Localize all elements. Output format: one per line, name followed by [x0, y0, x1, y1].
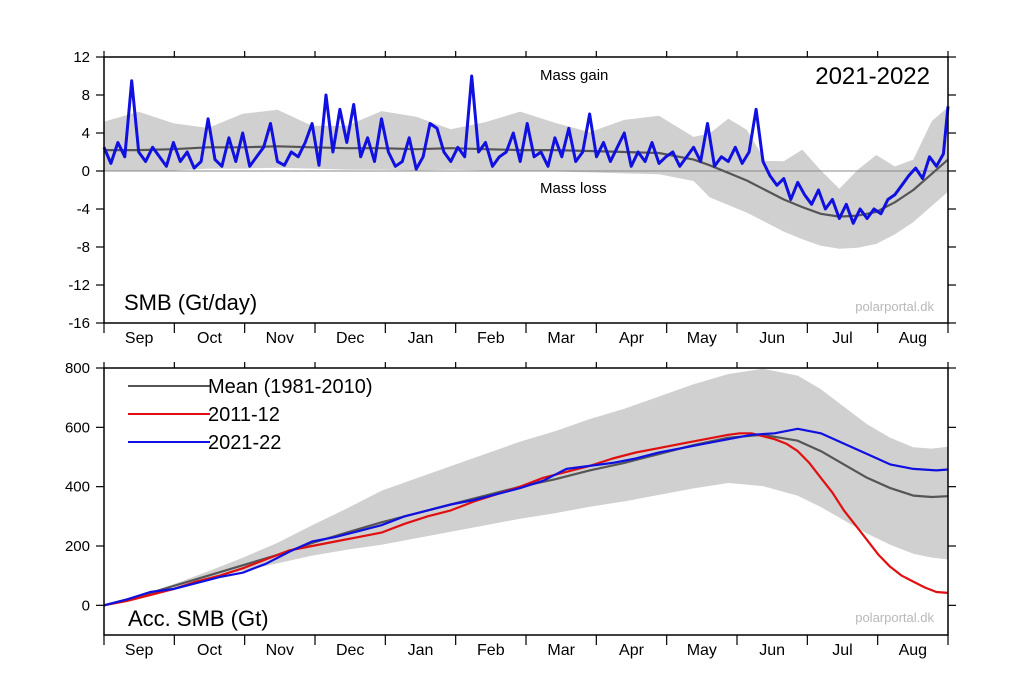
mass-loss-annotation: Mass loss: [540, 180, 607, 197]
daily-smb-y-tick-label: 8: [82, 87, 90, 104]
daily-smb-x-tick-label: Oct: [197, 330, 222, 347]
accumulated-smb-x-tick-label: Oct: [197, 642, 222, 659]
daily-smb-x-tick-label: Aug: [899, 330, 927, 347]
daily-smb-panel-label: SMB (Gt/day): [124, 290, 257, 315]
daily-smb-x-tick-label: May: [687, 330, 717, 347]
accumulated-smb-y-tick-label: 0: [82, 597, 90, 614]
accumulated-smb-x-tick-label: Nov: [266, 642, 294, 659]
accumulated-smb-x-tick-label: Jan: [408, 642, 434, 659]
accumulated-smb-x-tick-label: Jun: [759, 642, 785, 659]
daily-smb-panel: 12 8 4 0 -4 -8 -12 -16 Sep Oct Nov Dec Jan Feb Mar Apr M…: [68, 49, 956, 347]
accumulated-smb-x-tick-label: Apr: [619, 642, 645, 659]
daily-smb-x-tick-label: Jan: [408, 330, 434, 347]
accumulated-smb-panel: 800 600 400 200 0 Sep Oct Nov Dec Jan Feb Mar Apr May…: [65, 360, 956, 659]
accumulated-smb-y-tick-label: 600: [65, 419, 90, 436]
daily-smb-y-tick-label: 0: [82, 163, 90, 180]
accumulated-smb-watermark: polarportal.dk: [855, 610, 934, 625]
accumulated-smb-panel-label: Acc. SMB (Gt): [128, 606, 269, 631]
accumulated-smb-series-2021-22: [103, 427, 949, 607]
mass-gain-annotation: Mass gain: [540, 67, 608, 84]
accumulated-smb-x-tick-label: Dec: [336, 642, 364, 659]
legend: Mean (1981-2010) 2011-12 2021-22: [128, 376, 373, 454]
accumulated-smb-x-tick-label: Mar: [547, 642, 575, 659]
daily-smb-y-tick-label: -8: [77, 239, 90, 256]
daily-smb-x-tick-label: Feb: [477, 330, 505, 347]
daily-smb-y-tick-label: -16: [68, 315, 90, 332]
accumulated-smb-series-2011-12: [103, 432, 949, 607]
daily-smb-x-tick-label: Jul: [832, 330, 852, 347]
daily-smb-x-tick-label: Dec: [336, 330, 364, 347]
accumulated-smb-x-tick-label: Feb: [477, 642, 505, 659]
daily-smb-x-tick-label: Mar: [547, 330, 575, 347]
accumulated-smb-x-tick-label: Jul: [832, 642, 852, 659]
daily-smb-title: 2021-2022: [815, 63, 930, 90]
daily-smb-x-tick-label: Apr: [619, 330, 645, 347]
legend-label-2021-22: 2021-22: [208, 432, 281, 454]
accumulated-smb-y-tick-label: 200: [65, 538, 90, 555]
daily-smb-x-tick-label: Jun: [759, 330, 785, 347]
daily-smb-series-2021-22: [102, 74, 950, 225]
accumulated-smb-y-tick-label: 400: [65, 479, 90, 496]
daily-smb-y-tick-label: 4: [82, 125, 90, 142]
daily-smb-series-mean-1981-2010: [104, 145, 949, 218]
accumulated-smb-x-tick-label: May: [687, 642, 717, 659]
daily-smb-y-tick-label: 12: [73, 49, 90, 66]
daily-smb-x-tick-label: Sep: [125, 330, 154, 347]
accumulated-smb-y-tick-label: 800: [65, 360, 90, 377]
daily-smb-y-tick-label: -12: [68, 277, 90, 294]
accumulated-smb-series-mean-1981-2010: [103, 433, 949, 607]
daily-smb-watermark: polarportal.dk: [855, 299, 934, 314]
accumulated-smb-x-tick-label: Aug: [899, 642, 927, 659]
daily-smb-x-tick-label: Nov: [266, 330, 294, 347]
accumulated-smb-x-tick-label: Sep: [125, 642, 154, 659]
legend-label-2011-12: 2011-12: [208, 404, 280, 426]
daily-smb-y-tick-label: -4: [77, 201, 90, 218]
legend-label-mean: Mean (1981-2010): [208, 376, 373, 398]
